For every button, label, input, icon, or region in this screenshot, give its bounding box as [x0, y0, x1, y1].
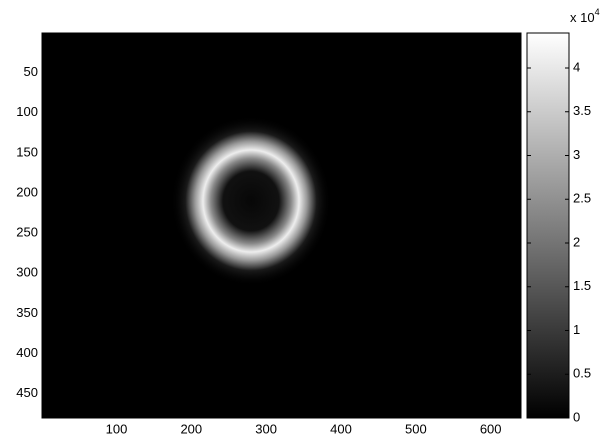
x-tick-label: 200 [180, 421, 202, 436]
y-tick-label: 400 [16, 345, 38, 360]
exponent-power: 4 [595, 7, 600, 17]
x-tick-label: 300 [255, 421, 277, 436]
x-tick-label: 600 [480, 421, 502, 436]
colorbar-tick-label: 4 [573, 59, 580, 74]
y-tick-label: 50 [24, 64, 38, 79]
y-tick-label: 300 [16, 265, 38, 280]
colorbar-exponent: x 104 [570, 7, 600, 25]
colorbar-tick-label: 0 [573, 409, 580, 424]
colorbar [527, 33, 569, 418]
colorbar-tick-label: 1 [573, 322, 580, 337]
y-tick-label: 450 [16, 385, 38, 400]
image-ring [171, 116, 331, 286]
exponent-base: x 10 [570, 10, 595, 25]
y-tick-label: 100 [16, 104, 38, 119]
y-tick-label: 200 [16, 184, 38, 199]
colorbar-tick-label: 1.5 [573, 278, 591, 293]
chart: x 104 1002003004005006005010015020025030… [0, 0, 607, 438]
colorbar-tick-label: 3.5 [573, 103, 591, 118]
y-tick-label: 250 [16, 225, 38, 240]
y-tick-label: 150 [16, 144, 38, 159]
colorbar-tick-label: 2 [573, 234, 580, 249]
y-tick-label: 350 [16, 305, 38, 320]
x-tick-label: 100 [106, 421, 128, 436]
colorbar-tick-label: 0.5 [573, 366, 591, 381]
x-tick-label: 400 [330, 421, 352, 436]
x-tick-label: 500 [405, 421, 427, 436]
colorbar-tick-label: 2.5 [573, 191, 591, 206]
colorbar-tick-label: 3 [573, 147, 580, 162]
